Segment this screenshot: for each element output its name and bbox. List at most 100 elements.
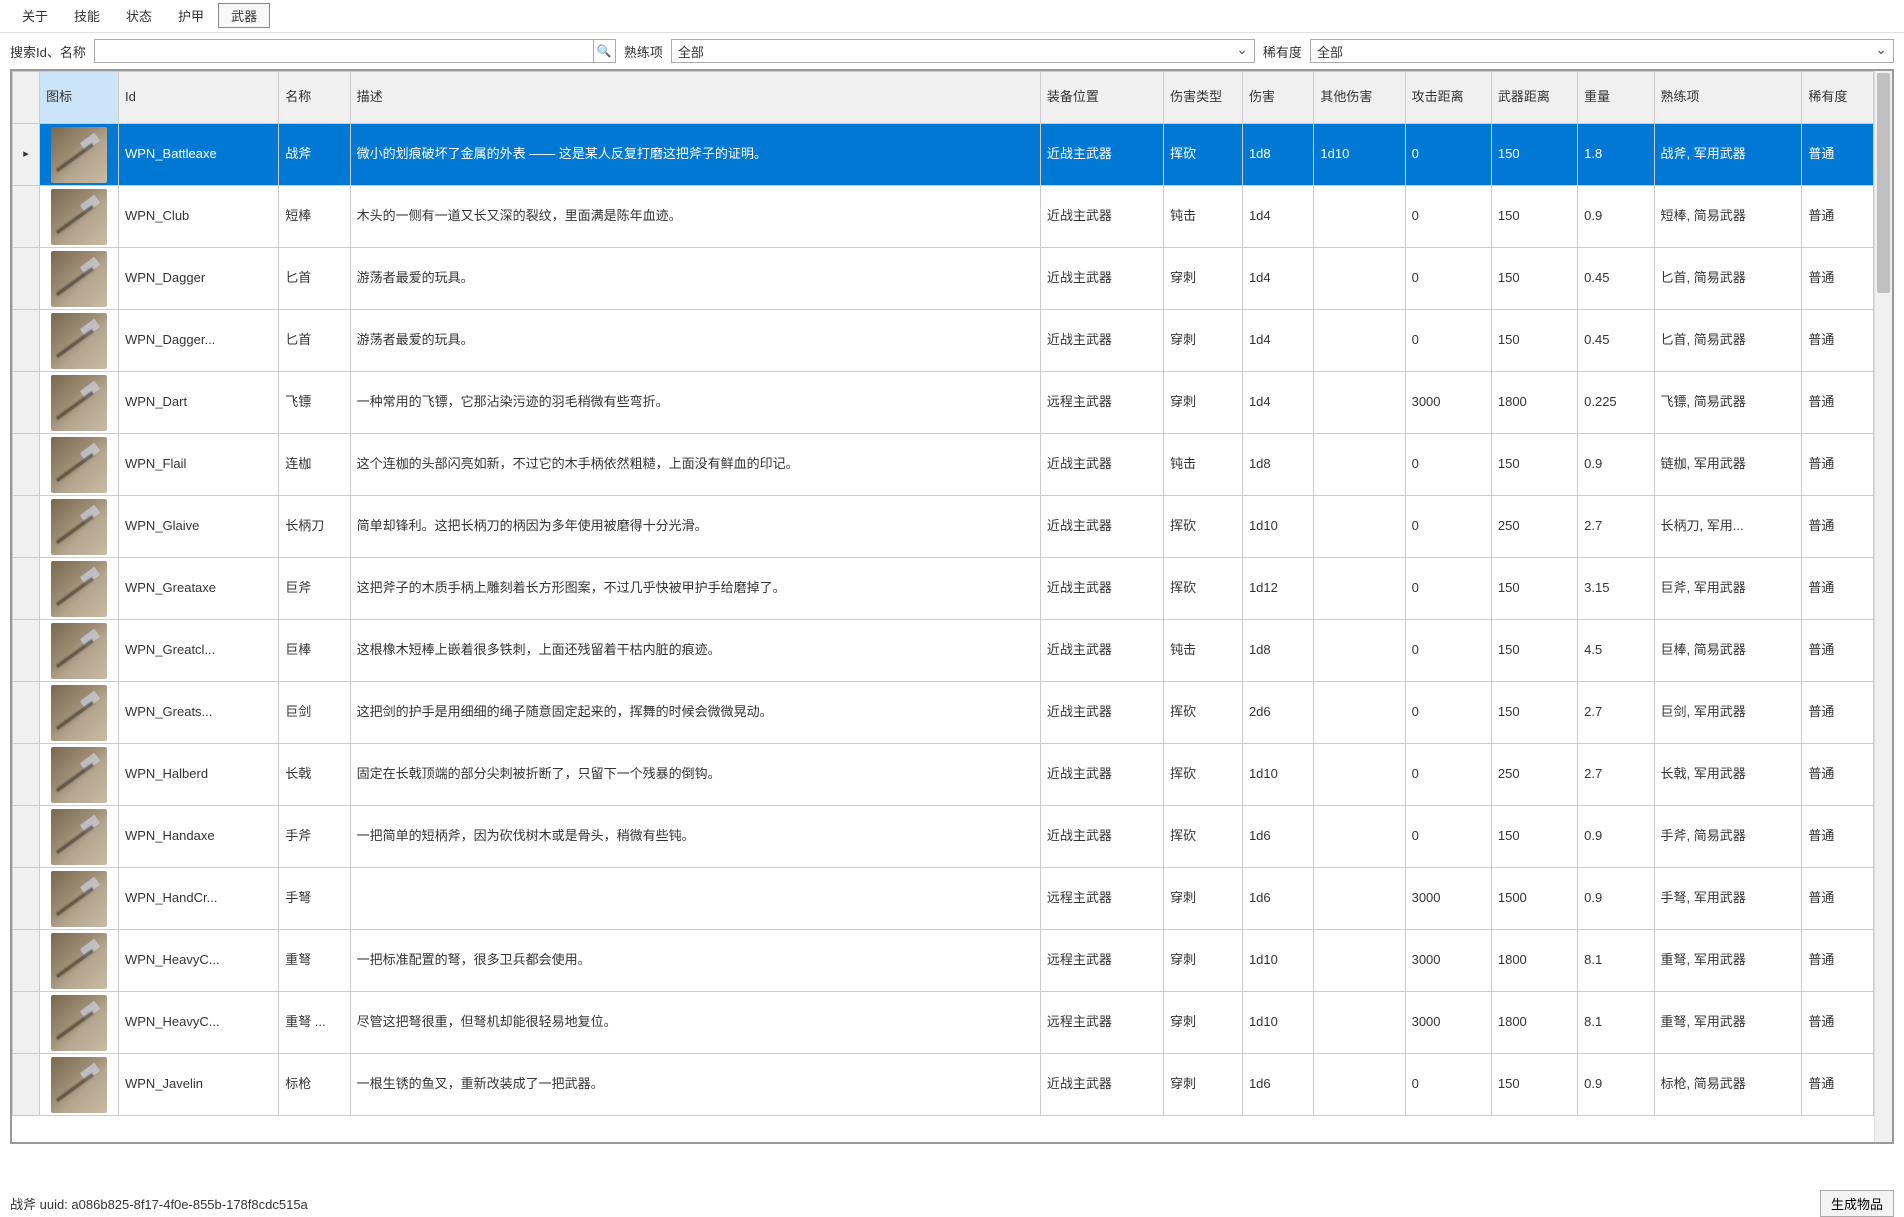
cell-atk_range: 3000 — [1405, 930, 1491, 992]
filter-bar: 搜索Id、名称 🔍 熟练项 全部 稀有度 全部 — [0, 33, 1904, 69]
table-row[interactable]: WPN_Glaive长柄刀简单却锋利。这把长柄刀的柄因为多年使用被磨得十分光滑。… — [13, 496, 1874, 558]
cell-dmg: 1d8 — [1242, 124, 1313, 186]
cell-desc: 木头的一侧有一道又长又深的裂纹，里面满是陈年血迹。 — [350, 186, 1040, 248]
table-row[interactable]: WPN_Club短棒木头的一侧有一道又长又深的裂纹，里面满是陈年血迹。近战主武器… — [13, 186, 1874, 248]
table-row[interactable]: WPN_Dagger...匕首游荡者最爱的玩具。近战主武器穿刺1d401500.… — [13, 310, 1874, 372]
cell-other_dmg — [1314, 682, 1405, 744]
col-header-slot[interactable]: 装备位置 — [1040, 72, 1163, 124]
tab-3[interactable]: 护甲 — [166, 4, 216, 27]
cell-atk_range: 0 — [1405, 806, 1491, 868]
cell-other_dmg — [1314, 744, 1405, 806]
row-marker: ▸ — [13, 124, 40, 186]
proficiency-dropdown[interactable]: 全部 — [671, 39, 1255, 63]
table-row[interactable]: WPN_Dagger匕首游荡者最爱的玩具。近战主武器穿刺1d401500.45匕… — [13, 248, 1874, 310]
cell-slot: 近战主武器 — [1040, 434, 1163, 496]
cell-rarity: 普通 — [1802, 310, 1874, 372]
cell-slot: 近战主武器 — [1040, 124, 1163, 186]
cell-dmg_type: 挥砍 — [1164, 744, 1243, 806]
col-header-dmg_type[interactable]: 伤害类型 — [1164, 72, 1243, 124]
cell-name: 手弩 — [279, 868, 350, 930]
table-row[interactable]: WPN_Greataxe巨斧这把斧子的木质手柄上雕刻着长方形图案，不过几乎快被甲… — [13, 558, 1874, 620]
cell-id: WPN_Greatcl... — [118, 620, 278, 682]
cell-desc: 微小的划痕破坏了金属的外表 —— 这是某人反复打磨这把斧子的证明。 — [350, 124, 1040, 186]
cell-wpn_range: 150 — [1491, 124, 1577, 186]
scrollbar-thumb[interactable] — [1877, 73, 1890, 293]
cell-desc: 这把斧子的木质手柄上雕刻着长方形图案，不过几乎快被甲护手给磨掉了。 — [350, 558, 1040, 620]
cell-prof: 重弩, 军用武器 — [1654, 992, 1802, 1054]
col-header-dmg[interactable]: 伤害 — [1242, 72, 1313, 124]
cell-name: 重弩 ... — [279, 992, 350, 1054]
cell-weight: 8.1 — [1578, 992, 1654, 1054]
table-row[interactable]: WPN_Greats...巨剑这把剑的护手是用细细的绳子随意固定起来的，挥舞的时… — [13, 682, 1874, 744]
cell-wpn_range: 150 — [1491, 806, 1577, 868]
cell-desc: 一把简单的短柄斧，因为砍伐树木或是骨头，稍微有些钝。 — [350, 806, 1040, 868]
col-header-atk_range[interactable]: 攻击距离 — [1405, 72, 1491, 124]
cell-prof: 手斧, 简易武器 — [1654, 806, 1802, 868]
col-header-other_dmg[interactable]: 其他伤害 — [1314, 72, 1405, 124]
main-tabs: 关于技能状态护甲武器 — [0, 0, 1904, 33]
cell-prof: 匕首, 简易武器 — [1654, 248, 1802, 310]
cell-slot: 近战主武器 — [1040, 1054, 1163, 1116]
table-row[interactable]: WPN_Dart飞镖一种常用的飞镖，它那沾染污迹的羽毛稍微有些弯折。远程主武器穿… — [13, 372, 1874, 434]
col-header-marker[interactable] — [13, 72, 40, 124]
cell-dmg: 1d10 — [1242, 744, 1313, 806]
table-row[interactable]: WPN_Flail连枷这个连枷的头部闪亮如新，不过它的木手柄依然粗糙，上面没有鲜… — [13, 434, 1874, 496]
table-row[interactable]: WPN_Handaxe手斧一把简单的短柄斧，因为砍伐树木或是骨头，稍微有些钝。近… — [13, 806, 1874, 868]
col-header-id[interactable]: Id — [118, 72, 278, 124]
tab-0[interactable]: 关于 — [10, 4, 60, 27]
cell-id: WPN_Dagger... — [118, 310, 278, 372]
cell-atk_range: 3000 — [1405, 372, 1491, 434]
cell-slot: 远程主武器 — [1040, 372, 1163, 434]
cell-dmg: 2d6 — [1242, 682, 1313, 744]
col-header-desc[interactable]: 描述 — [350, 72, 1040, 124]
cell-weight: 3.15 — [1578, 558, 1654, 620]
cell-rarity: 普通 — [1802, 682, 1874, 744]
search-icon[interactable]: 🔍 — [594, 39, 616, 63]
cell-weight: 0.45 — [1578, 310, 1654, 372]
cell-dmg: 1d8 — [1242, 620, 1313, 682]
table-row[interactable]: WPN_Greatcl...巨棒这根橡木短棒上嵌着很多铁刺，上面还残留着干枯内脏… — [13, 620, 1874, 682]
weapon-icon — [40, 434, 119, 496]
scrollbar[interactable] — [1874, 71, 1892, 1142]
cell-dmg: 1d6 — [1242, 868, 1313, 930]
col-header-weight[interactable]: 重量 — [1578, 72, 1654, 124]
cell-name: 飞镖 — [279, 372, 350, 434]
table-row[interactable]: WPN_HeavyC...重弩 ...尽管这把弩很重，但弩机却能很轻易地复位。远… — [13, 992, 1874, 1054]
weapon-icon — [40, 930, 119, 992]
col-header-icon[interactable]: 图标 — [40, 72, 119, 124]
cell-dmg_type: 穿刺 — [1164, 992, 1243, 1054]
cell-slot: 远程主武器 — [1040, 868, 1163, 930]
table-row[interactable]: WPN_Javelin标枪一根生锈的鱼叉，重新改装成了一把武器。近战主武器穿刺1… — [13, 1054, 1874, 1116]
cell-wpn_range: 150 — [1491, 558, 1577, 620]
cell-wpn_range: 150 — [1491, 310, 1577, 372]
cell-dmg_type: 穿刺 — [1164, 868, 1243, 930]
table-row[interactable]: WPN_Halberd长戟固定在长戟顶端的部分尖刺被折断了，只留下一个残暴的倒钩… — [13, 744, 1874, 806]
cell-desc: 这把剑的护手是用细细的绳子随意固定起来的，挥舞的时候会微微晃动。 — [350, 682, 1040, 744]
table-row[interactable]: ▸WPN_Battleaxe战斧微小的划痕破坏了金属的外表 —— 这是某人反复打… — [13, 124, 1874, 186]
cell-desc: 一根生锈的鱼叉，重新改装成了一把武器。 — [350, 1054, 1040, 1116]
generate-item-button[interactable]: 生成物品 — [1820, 1190, 1894, 1217]
proficiency-filter-label: 熟练项 — [624, 42, 663, 61]
tab-2[interactable]: 状态 — [114, 4, 164, 27]
cell-weight: 0.9 — [1578, 434, 1654, 496]
cell-dmg_type: 挥砍 — [1164, 496, 1243, 558]
cell-slot: 近战主武器 — [1040, 806, 1163, 868]
cell-dmg_type: 穿刺 — [1164, 372, 1243, 434]
cell-slot: 近战主武器 — [1040, 682, 1163, 744]
col-header-rarity[interactable]: 稀有度 — [1802, 72, 1874, 124]
rarity-dropdown[interactable]: 全部 — [1310, 39, 1894, 63]
row-marker — [13, 558, 40, 620]
cell-dmg: 1d4 — [1242, 248, 1313, 310]
tab-1[interactable]: 技能 — [62, 4, 112, 27]
cell-slot: 近战主武器 — [1040, 558, 1163, 620]
tab-4[interactable]: 武器 — [218, 3, 270, 28]
table-row[interactable]: WPN_HandCr...手弩远程主武器穿刺1d6300015000.9手弩, … — [13, 868, 1874, 930]
cell-wpn_range: 150 — [1491, 682, 1577, 744]
cell-id: WPN_Battleaxe — [118, 124, 278, 186]
search-input[interactable] — [94, 39, 594, 63]
cell-other_dmg — [1314, 930, 1405, 992]
table-row[interactable]: WPN_HeavyC...重弩一把标准配置的弩，很多卫兵都会使用。远程主武器穿刺… — [13, 930, 1874, 992]
col-header-prof[interactable]: 熟练项 — [1654, 72, 1802, 124]
col-header-name[interactable]: 名称 — [279, 72, 350, 124]
col-header-wpn_range[interactable]: 武器距离 — [1491, 72, 1577, 124]
